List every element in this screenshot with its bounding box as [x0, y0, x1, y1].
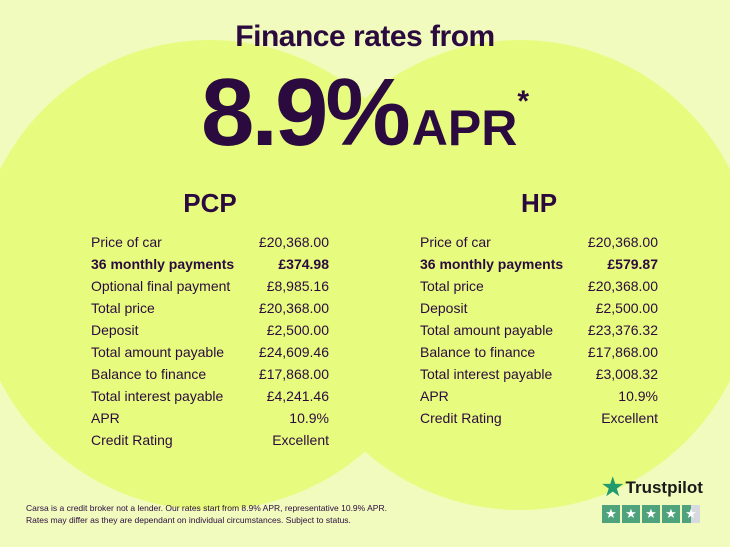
row-label: Total price: [91, 300, 155, 316]
pcp-row: APR 10.9%: [91, 407, 329, 429]
pcp-table: PCP Price of car £20,368.00 36 monthly pay…: [91, 188, 329, 451]
row-label: Total interest payable: [420, 366, 553, 382]
row-label: Balance to finance: [420, 344, 536, 360]
row-value: Excellent: [601, 410, 658, 426]
row-label: Balance to finance: [91, 366, 207, 382]
row-value: £24,609.46: [258, 344, 329, 360]
pcp-row: Price of car £20,368.00: [91, 231, 329, 253]
trustpilot-badge[interactable]: ★ Trustpilot ★ ★ ★ ★ ★: [602, 473, 703, 523]
row-value: £17,868.00: [587, 344, 658, 360]
disclaimer-line-2: Rates may differ as they are dependant o…: [26, 515, 351, 525]
hp-table: HP Price of car £20,368.00 36 monthly paym…: [420, 188, 658, 429]
row-label: Total amount payable: [91, 344, 225, 360]
headline-rate: 8.9%APR*: [0, 58, 730, 168]
row-value: £20,368.00: [258, 234, 329, 250]
hp-row: Deposit £2,500.00: [420, 297, 658, 319]
rate-apr-label: APR: [411, 100, 518, 156]
pcp-row: Total interest payable £4,241.46: [91, 385, 329, 407]
background-circle-right: [285, 40, 730, 510]
row-label: Credit Rating: [420, 410, 502, 426]
hp-row: Credit Rating Excellent: [420, 407, 658, 429]
pcp-title: PCP: [183, 188, 237, 218]
row-value: £8,985.16: [266, 278, 329, 294]
row-label: Price of car: [91, 234, 162, 250]
pcp-row: Total amount payable £24,609.46: [91, 341, 329, 363]
disclaimer-line-1: Carsa is a credit broker not a lender. O…: [26, 503, 387, 513]
row-value: £579.87: [607, 256, 658, 272]
row-value: £2,500.00: [266, 322, 329, 338]
hp-row: 36 monthly payments £579.87: [420, 253, 658, 275]
row-value: Excellent: [272, 432, 329, 448]
pcp-row: Deposit £2,500.00: [91, 319, 329, 341]
row-value: 10.9%: [618, 388, 658, 404]
row-label: Total interest payable: [91, 388, 224, 404]
row-label: Deposit: [420, 300, 468, 316]
row-label: Total amount payable: [420, 322, 554, 338]
row-label: Total price: [420, 278, 484, 294]
trustpilot-star-icon: ★: [662, 505, 680, 523]
row-value: £23,376.32: [587, 322, 658, 338]
row-value: £17,868.00: [258, 366, 329, 382]
row-label: Price of car: [420, 234, 491, 250]
pcp-row: Balance to finance £17,868.00: [91, 363, 329, 385]
headline-title: Finance rates from: [235, 20, 495, 53]
row-value: £2,500.00: [595, 300, 658, 316]
trustpilot-star-icon: ★: [682, 505, 700, 523]
pcp-row: Optional final payment £8,985.16: [91, 275, 329, 297]
rate-asterisk: *: [517, 85, 530, 118]
trustpilot-star-icon: ★: [602, 505, 620, 523]
row-label: 36 monthly payments: [420, 256, 564, 272]
trustpilot-star-icon: ★: [642, 505, 660, 523]
pcp-row: Credit Rating Excellent: [91, 429, 329, 451]
row-value: 10.9%: [289, 410, 329, 426]
row-value: £20,368.00: [587, 278, 658, 294]
hp-title: HP: [520, 188, 558, 218]
pcp-row: Total price £20,368.00: [91, 297, 329, 319]
trustpilot-star-icon: ★: [622, 505, 640, 523]
hp-row: Total price £20,368.00: [420, 275, 658, 297]
trustpilot-rating: ★ ★ ★ ★ ★: [602, 505, 703, 523]
rate-value: 8.9%: [200, 59, 411, 166]
hp-row: Total amount payable £23,376.32: [420, 319, 658, 341]
trustpilot-logo: ★ Trustpilot: [602, 473, 703, 502]
row-value: £4,241.46: [266, 388, 329, 404]
row-value: £20,368.00: [258, 300, 329, 316]
row-label: Deposit: [91, 322, 139, 338]
row-label: APR: [91, 410, 120, 426]
row-label: APR: [420, 388, 449, 404]
hp-row: Total interest payable £3,008.32: [420, 363, 658, 385]
hp-row: Balance to finance £17,868.00: [420, 341, 658, 363]
row-value: £3,008.32: [595, 366, 658, 382]
hp-row: APR 10.9%: [420, 385, 658, 407]
trustpilot-name: Trustpilot: [625, 477, 703, 497]
pcp-row: 36 monthly payments £374.98: [91, 253, 329, 275]
row-label: 36 monthly payments: [91, 256, 235, 272]
hp-row: Price of car £20,368.00: [420, 231, 658, 253]
row-label: Optional final payment: [91, 278, 231, 294]
row-value: £374.98: [278, 256, 329, 272]
disclaimer: Carsa is a credit broker not a lender. O…: [26, 502, 387, 526]
row-value: £20,368.00: [587, 234, 658, 250]
row-label: Credit Rating: [91, 432, 173, 448]
trustpilot-star-icon: ★: [602, 474, 624, 501]
